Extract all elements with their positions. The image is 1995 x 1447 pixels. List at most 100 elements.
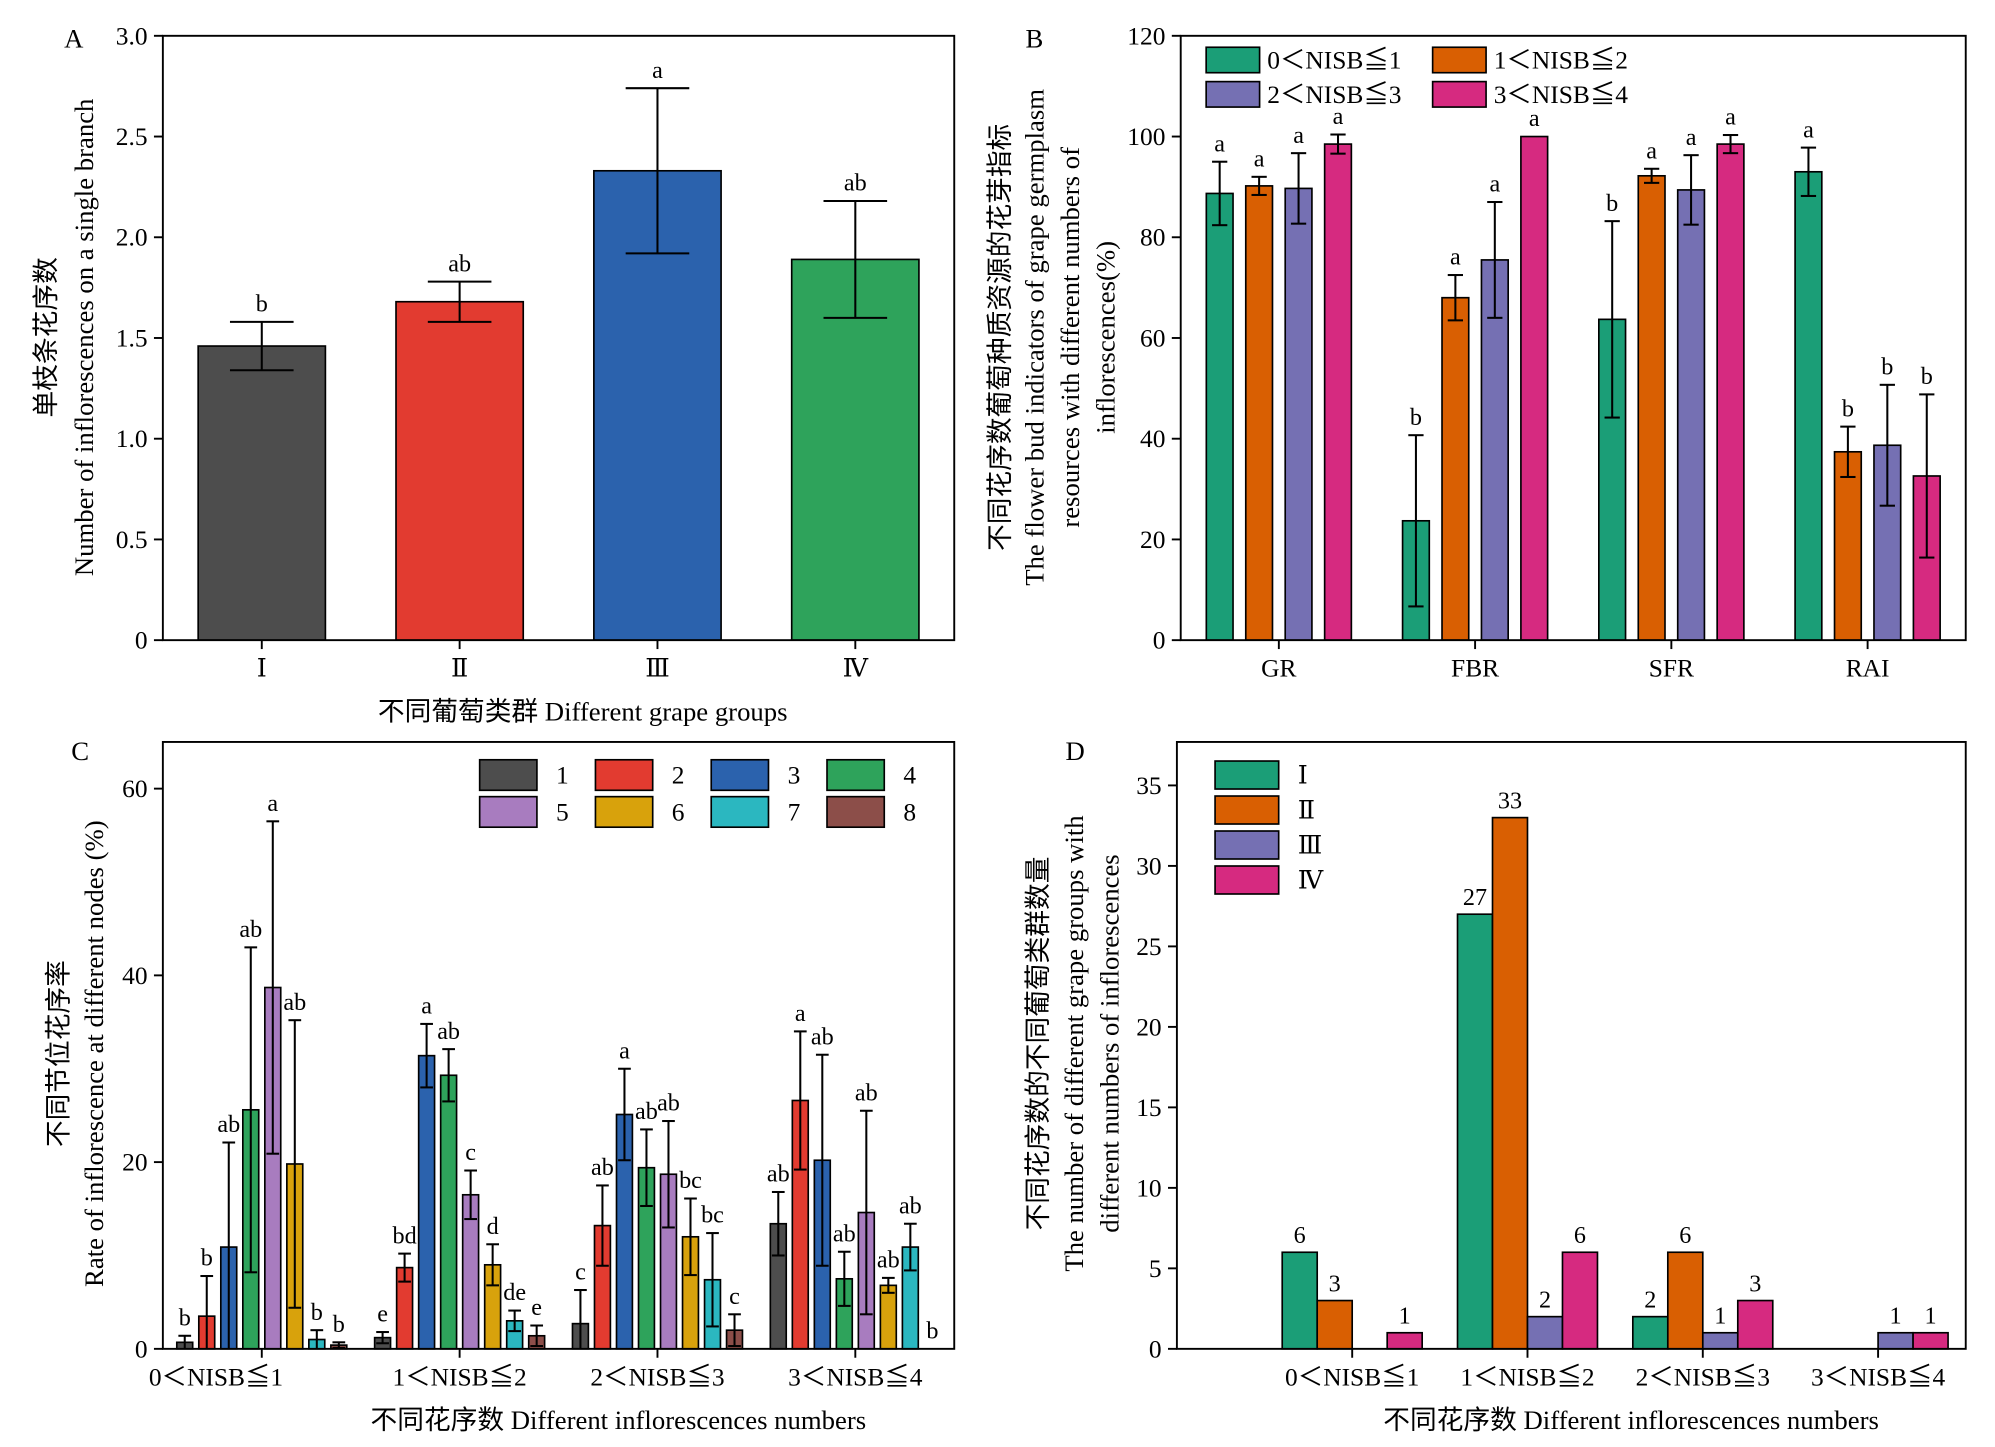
y-tick-label: 20 bbox=[1136, 1012, 1161, 1041]
x-tick-label: SFR bbox=[1649, 654, 1694, 683]
x-tick-label: Ⅲ bbox=[645, 654, 670, 683]
plot-frame bbox=[1175, 740, 1967, 1350]
y-tick-label: 40 bbox=[122, 961, 147, 990]
x-tick-label: 2＜NISB≦3 bbox=[590, 1362, 724, 1391]
x-tick-label: Ⅰ bbox=[257, 654, 267, 683]
bar bbox=[1877, 1331, 1914, 1350]
significance-letter: a bbox=[267, 790, 278, 817]
legend-swatch bbox=[1431, 80, 1487, 108]
legend-label: 8 bbox=[903, 797, 916, 826]
significance-letter: de bbox=[503, 1279, 526, 1306]
significance-letter: b bbox=[1410, 404, 1422, 431]
bar bbox=[1284, 187, 1313, 641]
y-tick-label: 2.5 bbox=[116, 122, 148, 151]
panel-label: D bbox=[1065, 736, 1084, 766]
significance-letter: c bbox=[465, 1139, 476, 1166]
bar bbox=[1205, 192, 1234, 641]
legend-label: 2 bbox=[672, 761, 685, 790]
legend-swatch bbox=[478, 795, 538, 829]
legend-label: Ⅰ bbox=[1298, 761, 1308, 790]
panel-label: A bbox=[64, 23, 84, 53]
significance-letter: b bbox=[256, 291, 268, 318]
significance-letter: ab bbox=[217, 1111, 240, 1138]
bar bbox=[1631, 1315, 1669, 1350]
y-tick-label: 20 bbox=[1140, 525, 1165, 554]
significance-letter: b bbox=[1606, 190, 1618, 217]
y-tick-label: 15 bbox=[1136, 1093, 1161, 1122]
bar bbox=[1244, 185, 1274, 641]
legend-label: 2＜NISB≦3 bbox=[1267, 80, 1401, 109]
bar bbox=[1491, 816, 1529, 1350]
value-label: 3 bbox=[1329, 1271, 1341, 1298]
value-label: 6 bbox=[1574, 1222, 1586, 1249]
x-axis-label: 不同花序数 Different inflorescences numbers bbox=[371, 1405, 867, 1435]
panel-label: B bbox=[1025, 23, 1043, 53]
panel-b: B 0 20 40 60 80 100 120 GR FBR SFR RAI 不同花序数葡萄种质资源的花… bbox=[985, 21, 1967, 683]
legend-label: 7 bbox=[788, 797, 801, 826]
bar bbox=[417, 1054, 436, 1350]
y-tick-label: 120 bbox=[1127, 21, 1165, 50]
significance-letter: b bbox=[1842, 395, 1854, 422]
bar bbox=[1526, 1315, 1564, 1350]
y-axis-label: The number of different grape groups wit… bbox=[1059, 815, 1089, 1271]
y-tick-label: 80 bbox=[1140, 223, 1165, 252]
x-tick-label: GR bbox=[1261, 654, 1296, 683]
significance-letter: b bbox=[1921, 363, 1933, 390]
value-label: 1 bbox=[1399, 1303, 1411, 1330]
bar bbox=[1441, 296, 1470, 641]
significance-letter: bd bbox=[393, 1222, 417, 1249]
value-label: 6 bbox=[1679, 1222, 1691, 1249]
significance-letter: a bbox=[1254, 146, 1265, 173]
significance-letter: a bbox=[1725, 104, 1736, 131]
y-tick-label: 25 bbox=[1136, 932, 1161, 961]
legend-item: 5 bbox=[478, 795, 569, 829]
legend-swatch bbox=[710, 758, 770, 792]
y-axis-label: Number of inflorescences on a single bra… bbox=[69, 99, 99, 577]
x-tick-label: FBR bbox=[1451, 654, 1499, 683]
significance-letter: ab bbox=[239, 916, 262, 943]
y-tick-label: 0 bbox=[135, 626, 148, 655]
legend-item: Ⅱ bbox=[1214, 795, 1315, 825]
legend: Ⅰ Ⅱ Ⅲ Ⅳ bbox=[1214, 760, 1324, 895]
x-tick-label: RAI bbox=[1846, 654, 1890, 683]
bar bbox=[790, 258, 920, 641]
y-tick-label: 0.5 bbox=[116, 525, 148, 554]
y-tick-label: 35 bbox=[1136, 771, 1161, 800]
significance-letter: b bbox=[333, 1311, 345, 1338]
significance-letter: a bbox=[1803, 116, 1814, 143]
bar bbox=[1561, 1251, 1599, 1350]
value-label: 2 bbox=[1644, 1287, 1656, 1314]
legend-label: 1＜NISB≦2 bbox=[1494, 45, 1628, 74]
significance-letter: b bbox=[926, 1318, 938, 1345]
y-tick-label: 60 bbox=[1140, 323, 1165, 352]
legend-item: Ⅰ bbox=[1214, 760, 1308, 790]
significance-letter: bc bbox=[679, 1167, 702, 1194]
bar bbox=[1520, 135, 1549, 641]
bar bbox=[395, 300, 525, 641]
legend-item: Ⅳ bbox=[1214, 865, 1324, 895]
plot-frame bbox=[161, 34, 956, 642]
significance-letter: c bbox=[729, 1283, 740, 1310]
bar bbox=[1716, 143, 1745, 641]
legend-swatch bbox=[1205, 46, 1261, 74]
y-axis-label: Rate of inflorescence at different nodes… bbox=[79, 820, 109, 1287]
significance-letter: ab bbox=[855, 1079, 878, 1106]
y-axis-label: inflorescences(%) bbox=[1091, 241, 1121, 434]
significance-letter: a bbox=[652, 57, 663, 84]
significance-letter: a bbox=[795, 1000, 806, 1027]
legend-swatch bbox=[826, 795, 886, 829]
significance-letter: ab bbox=[437, 1018, 460, 1045]
legend-label: 5 bbox=[556, 797, 569, 826]
bar bbox=[1794, 170, 1823, 641]
panel-d: D 0 5 10 15 20 25 30 35 0＜NISB≦1 1＜NISB≦2 2＜NISB≦3 3… bbox=[1023, 736, 1967, 1435]
legend-label: 0＜NISB≦1 bbox=[1267, 45, 1401, 74]
y-tick-label: 1.5 bbox=[116, 323, 148, 352]
legend-label: 4 bbox=[903, 761, 916, 790]
significance-letter: a bbox=[1214, 130, 1225, 157]
x-axis-label: 不同葡萄类群 Different grape groups bbox=[378, 696, 788, 726]
legend-swatch bbox=[594, 758, 654, 792]
significance-letter: a bbox=[1450, 244, 1461, 271]
y-tick-label: 2.0 bbox=[116, 223, 148, 252]
x-tick-label: Ⅱ bbox=[451, 654, 468, 683]
significance-letter: e bbox=[377, 1301, 388, 1328]
